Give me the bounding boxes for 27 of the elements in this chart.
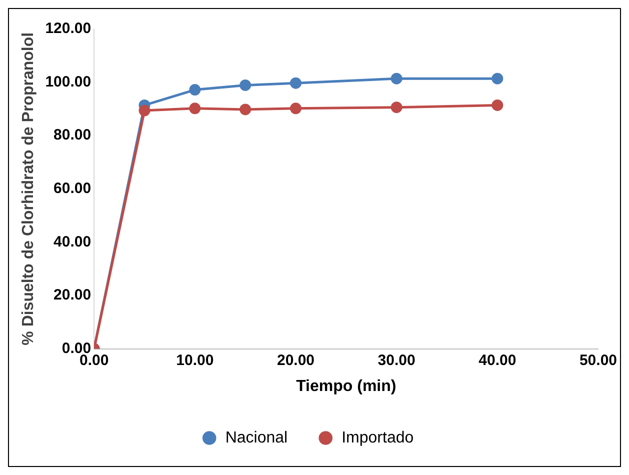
point [138,104,150,116]
legend-label: Nacional [225,429,288,446]
x-tick-label: 40.00 [478,352,516,369]
point [492,99,504,111]
point [390,102,402,114]
y-tick-label: 100.00 [45,73,92,90]
point [492,72,504,84]
point [189,102,201,114]
y-tick-label: 40.00 [54,233,92,250]
x-tick-label: 20.00 [276,352,315,369]
x-tick-label: 30.00 [378,352,416,369]
legend-label: Importado [342,429,414,446]
point [390,72,402,84]
x-tick-label: 10.00 [176,352,214,369]
point [290,102,302,114]
x-axis-title: Tiempo (min) [296,378,396,395]
x-tick-label: 0.00 [79,352,109,369]
y-tick-label: 120.00 [45,20,92,38]
x-tick-label: 50.00 [579,352,618,369]
point [240,79,252,91]
point [189,84,201,96]
y-tick-label: 60.00 [54,180,92,198]
point [290,77,302,89]
y-tick-label: 80.00 [54,126,92,144]
y-axis-title: % Disuelto de Clorhidrato de Propranolol [20,32,38,346]
point [240,104,252,116]
y-tick-label: 20.00 [54,286,92,304]
